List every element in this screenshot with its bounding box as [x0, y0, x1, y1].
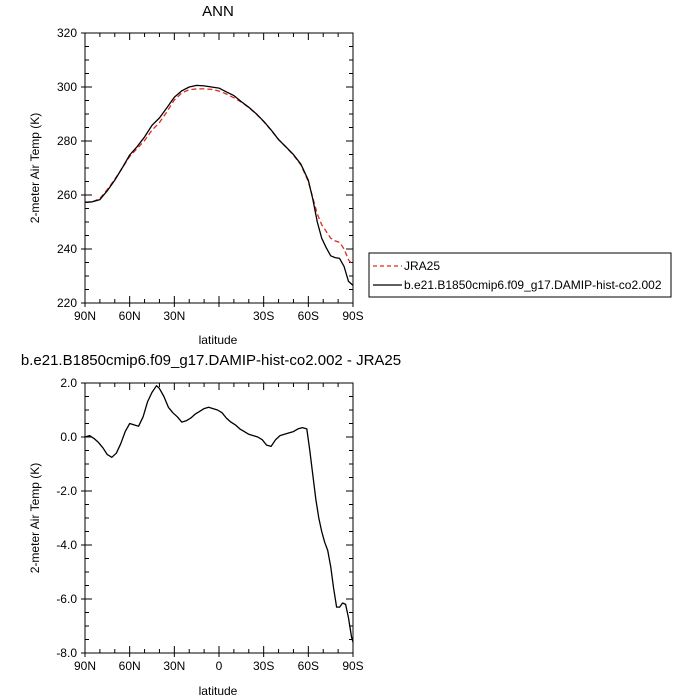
y-tick-label: 280 — [57, 134, 77, 148]
x-tick-label: 90N — [74, 659, 96, 673]
x-tick-label: 0 — [216, 659, 223, 673]
x-tick-label: 90S — [342, 309, 363, 323]
x-tick-label: 90N — [74, 309, 96, 323]
y-tick-label: -6.0 — [56, 592, 77, 606]
series-line-0 — [84, 88, 354, 266]
top-plot-frame — [84, 32, 354, 304]
y-tick-label: 240 — [57, 242, 77, 256]
top-axis-ticks — [81, 32, 354, 307]
x-tick-label: 60N — [119, 309, 141, 323]
y-tick-label: 260 — [57, 188, 77, 202]
x-tick-label: 30S — [253, 309, 274, 323]
x-tick-label: 30S — [253, 659, 274, 673]
legend-label-model: b.e21.B1850cmip6.f09_g17.DAMIP-hist-co2.… — [404, 278, 662, 292]
y-tick-label: -2.0 — [56, 484, 77, 498]
y-tick-label: -4.0 — [56, 538, 77, 552]
x-tick-label: 60S — [298, 309, 319, 323]
legend-box — [368, 252, 672, 298]
x-tick-label: 90S — [342, 659, 363, 673]
bottom-x-axis-label: latitude — [199, 684, 238, 698]
bottom-tick-labels: 90N 60N 30N 0 30S 60S 90S -8.0 -6.0 -4.0 -2.0 0.0 2.… — [56, 376, 363, 673]
top-panel: ANN 90N 60N 30N 30S 60S 90S 220 240 260 280 300 320… — [28, 3, 364, 347]
top-x-axis-label: latitude — [199, 333, 238, 347]
top-series-lines — [84, 84, 354, 286]
y-tick-label: 2.0 — [60, 376, 77, 390]
y-tick-label: 0.0 — [60, 430, 77, 444]
x-tick-label: 60N — [119, 659, 141, 673]
legend-label-jra25: JRA25 — [404, 259, 440, 273]
series-line-1 — [84, 84, 354, 286]
series-line-0 — [84, 385, 354, 643]
y-tick-label: -8.0 — [56, 646, 77, 660]
bottom-series-lines — [84, 385, 354, 643]
bottom-axis-ticks — [81, 382, 354, 657]
y-tick-label: 300 — [57, 80, 77, 94]
top-tick-labels: 90N 60N 30N 30S 60S 90S 220 240 260 280 300 320 — [57, 26, 364, 323]
bottom-chart-title: b.e21.B1850cmip6.f09_g17.DAMIP-hist-co2.… — [21, 352, 401, 369]
y-tick-label: 220 — [57, 296, 77, 310]
bottom-panel: b.e21.B1850cmip6.f09_g17.DAMIP-hist-co2.… — [21, 352, 401, 698]
y-tick-label: 320 — [57, 26, 77, 40]
x-tick-label: 60S — [298, 659, 319, 673]
bottom-plot-frame — [84, 382, 354, 654]
top-chart-title: ANN — [202, 3, 234, 20]
legend: JRA25 b.e21.B1850cmip6.f09_g17.DAMIP-his… — [368, 252, 672, 298]
x-tick-label: 30N — [163, 659, 185, 673]
x-tick-label: 30N — [163, 309, 185, 323]
bottom-y-axis-label: 2-meter Air Temp (K) — [28, 463, 42, 573]
top-y-axis-label: 2-meter Air Temp (K) — [28, 113, 42, 223]
